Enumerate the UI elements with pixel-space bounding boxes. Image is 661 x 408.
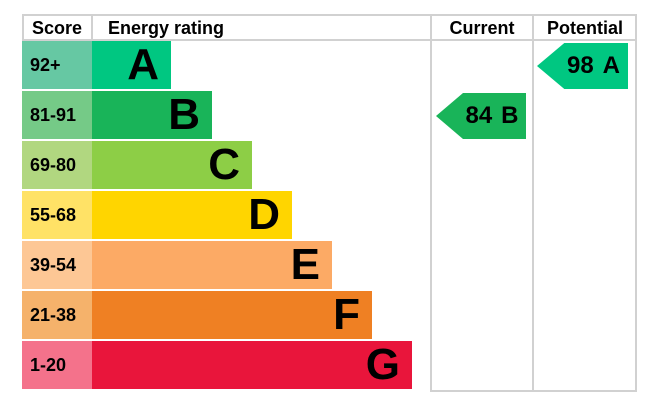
potential-rating-value: 98 [566,52,594,79]
band-row-d: 55-68 D [22,191,412,241]
band-score-label: 92+ [22,41,92,89]
header-current: Current [449,18,515,38]
band-score-label: 21-38 [22,291,92,339]
band-letter: F [333,290,360,339]
grid-line-bottom-edge [430,390,637,392]
band-letter: A [127,40,159,89]
band-row-a: 92+ A [22,41,412,91]
band-bar-f: F [92,291,372,339]
grid-line-score-divider [91,14,93,41]
current-rating-arrow: 84 B [436,93,526,139]
band-bar-d: D [92,191,292,239]
table-header-background [22,14,637,41]
current-rating-band: B [501,102,519,129]
band-letter: B [168,90,200,139]
band-letter: C [208,140,240,189]
band-bar-g: G [92,341,412,389]
band-bar-a: A [92,41,171,89]
band-row-f: 21-38 F [22,291,412,341]
epc-bands: 92+ A 81-91 B 69-80 C 55-68 D 39-54 E 21-38 F 1-20 G [22,41,412,391]
band-row-b: 81-91 B [22,91,412,141]
potential-rating-arrow: 98 A [537,43,628,89]
current-rating-value: 84 [465,102,493,129]
band-bar-e: E [92,241,332,289]
band-row-e: 39-54 E [22,241,412,291]
band-letter: G [365,340,400,389]
band-letter: E [290,240,320,289]
header-score: Score [31,18,83,38]
grid-line-potential-column [532,14,534,392]
band-letter: D [248,190,280,239]
band-row-c: 69-80 C [22,141,412,191]
band-score-label: 55-68 [22,191,92,239]
header-potential: Potential [546,18,623,38]
grid-line-current-column [430,14,432,392]
header-energy-rating: Energy rating [108,18,225,38]
band-bar-c: C [92,141,252,189]
band-score-label: 1-20 [22,341,92,389]
band-row-g: 1-20 G [22,341,412,391]
band-bar-b: B [92,91,212,139]
potential-rating-band: A [602,52,621,79]
band-score-label: 69-80 [22,141,92,189]
band-score-label: 81-91 [22,91,92,139]
band-score-label: 39-54 [22,241,92,289]
grid-line-right-edge [635,14,637,392]
